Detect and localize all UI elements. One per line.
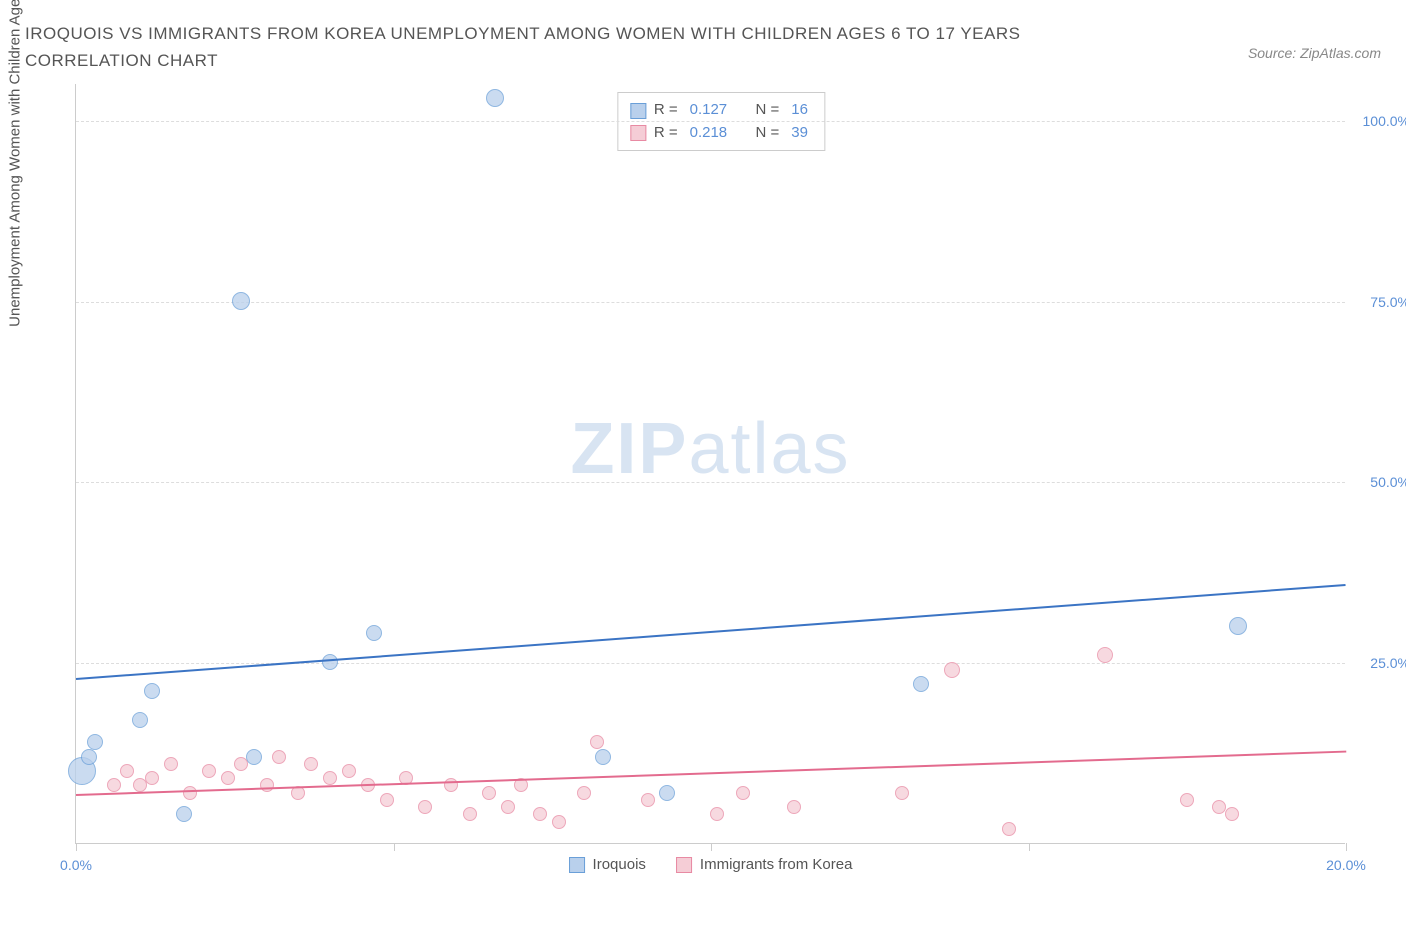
data-point (641, 793, 655, 807)
data-point (132, 712, 148, 728)
data-point (552, 815, 566, 829)
x-tick (1346, 843, 1347, 851)
x-tick (1029, 843, 1030, 851)
data-point (787, 800, 801, 814)
x-tick (394, 843, 395, 851)
data-point (164, 757, 178, 771)
bottom-legend-label: Immigrants from Korea (700, 856, 853, 873)
gridline (76, 482, 1345, 483)
data-point (895, 786, 909, 800)
data-point (246, 749, 262, 765)
x-tick (76, 843, 77, 851)
legend-r-label: R = (654, 122, 678, 145)
trend-line (76, 750, 1346, 795)
data-point (463, 807, 477, 821)
data-point (1097, 647, 1113, 663)
data-point (322, 654, 338, 670)
watermark: ZIPatlas (570, 408, 850, 490)
y-tick-label: 25.0% (1370, 655, 1406, 671)
data-point (1229, 617, 1247, 635)
data-point (944, 662, 960, 678)
y-tick-label: 50.0% (1370, 474, 1406, 490)
data-point (577, 786, 591, 800)
data-point (120, 764, 134, 778)
series-legend: Iroquois Immigrants from Korea (569, 856, 853, 873)
legend-n-label: N = (756, 122, 780, 145)
data-point (323, 771, 337, 785)
bottom-legend-item: Immigrants from Korea (676, 856, 853, 873)
gridline (76, 121, 1345, 122)
legend-r-value: 0.127 (690, 99, 728, 122)
data-point (595, 749, 611, 765)
data-point (260, 778, 274, 792)
chart-header: IROQUOIS VS IMMIGRANTS FROM KOREA UNEMPL… (25, 20, 1381, 74)
y-axis-label: Unemployment Among Women with Children A… (7, 0, 24, 327)
watermark-atlas: atlas (688, 409, 850, 489)
data-point (202, 764, 216, 778)
data-point (1180, 793, 1194, 807)
data-point (736, 786, 750, 800)
data-point (913, 676, 929, 692)
data-point (221, 771, 235, 785)
data-point (304, 757, 318, 771)
chart-title: IROQUOIS VS IMMIGRANTS FROM KOREA UNEMPL… (25, 20, 1125, 74)
data-point (482, 786, 496, 800)
legend-n-value: 16 (791, 99, 808, 122)
data-point (659, 785, 675, 801)
data-point (590, 735, 604, 749)
gridline (76, 302, 1345, 303)
y-tick-label: 75.0% (1370, 294, 1406, 310)
data-point (107, 778, 121, 792)
legend-row: R = 0.127 N = 16 (630, 99, 812, 122)
data-point (144, 683, 160, 699)
correlation-legend: R = 0.127 N = 16 R = 0.218 N = 39 (617, 92, 825, 151)
data-point (501, 800, 515, 814)
legend-swatch-icon (630, 103, 646, 119)
legend-r-value: 0.218 (690, 122, 728, 145)
data-point (133, 778, 147, 792)
data-point (1225, 807, 1239, 821)
bottom-legend-item: Iroquois (569, 856, 646, 873)
plot-region: ZIPatlas R =0.127 N =16R =0.218 N =39 Ir… (75, 84, 1345, 844)
data-point (232, 292, 250, 310)
data-point (87, 734, 103, 750)
data-point (710, 807, 724, 821)
data-point (1002, 822, 1016, 836)
data-point (486, 89, 504, 107)
data-point (380, 793, 394, 807)
legend-n-label: N = (756, 99, 780, 122)
data-point (533, 807, 547, 821)
data-point (272, 750, 286, 764)
data-point (234, 757, 248, 771)
data-point (366, 625, 382, 641)
trend-line (76, 584, 1346, 680)
data-point (145, 771, 159, 785)
data-point (81, 749, 97, 765)
legend-swatch-icon (569, 857, 585, 873)
watermark-zip: ZIP (570, 409, 688, 489)
x-tick (711, 843, 712, 851)
source-label: Source: ZipAtlas.com (1248, 45, 1381, 61)
legend-r-label: R = (654, 99, 678, 122)
data-point (183, 786, 197, 800)
legend-n-value: 39 (791, 122, 808, 145)
legend-swatch-icon (630, 125, 646, 141)
x-tick-label: 20.0% (1326, 857, 1366, 873)
x-tick-label: 0.0% (60, 857, 92, 873)
y-tick-label: 100.0% (1363, 113, 1406, 129)
data-point (418, 800, 432, 814)
chart-area: Unemployment Among Women with Children A… (25, 84, 1381, 894)
bottom-legend-label: Iroquois (593, 856, 646, 873)
legend-swatch-icon (676, 857, 692, 873)
data-point (342, 764, 356, 778)
data-point (176, 806, 192, 822)
legend-row: R = 0.218 N = 39 (630, 122, 812, 145)
